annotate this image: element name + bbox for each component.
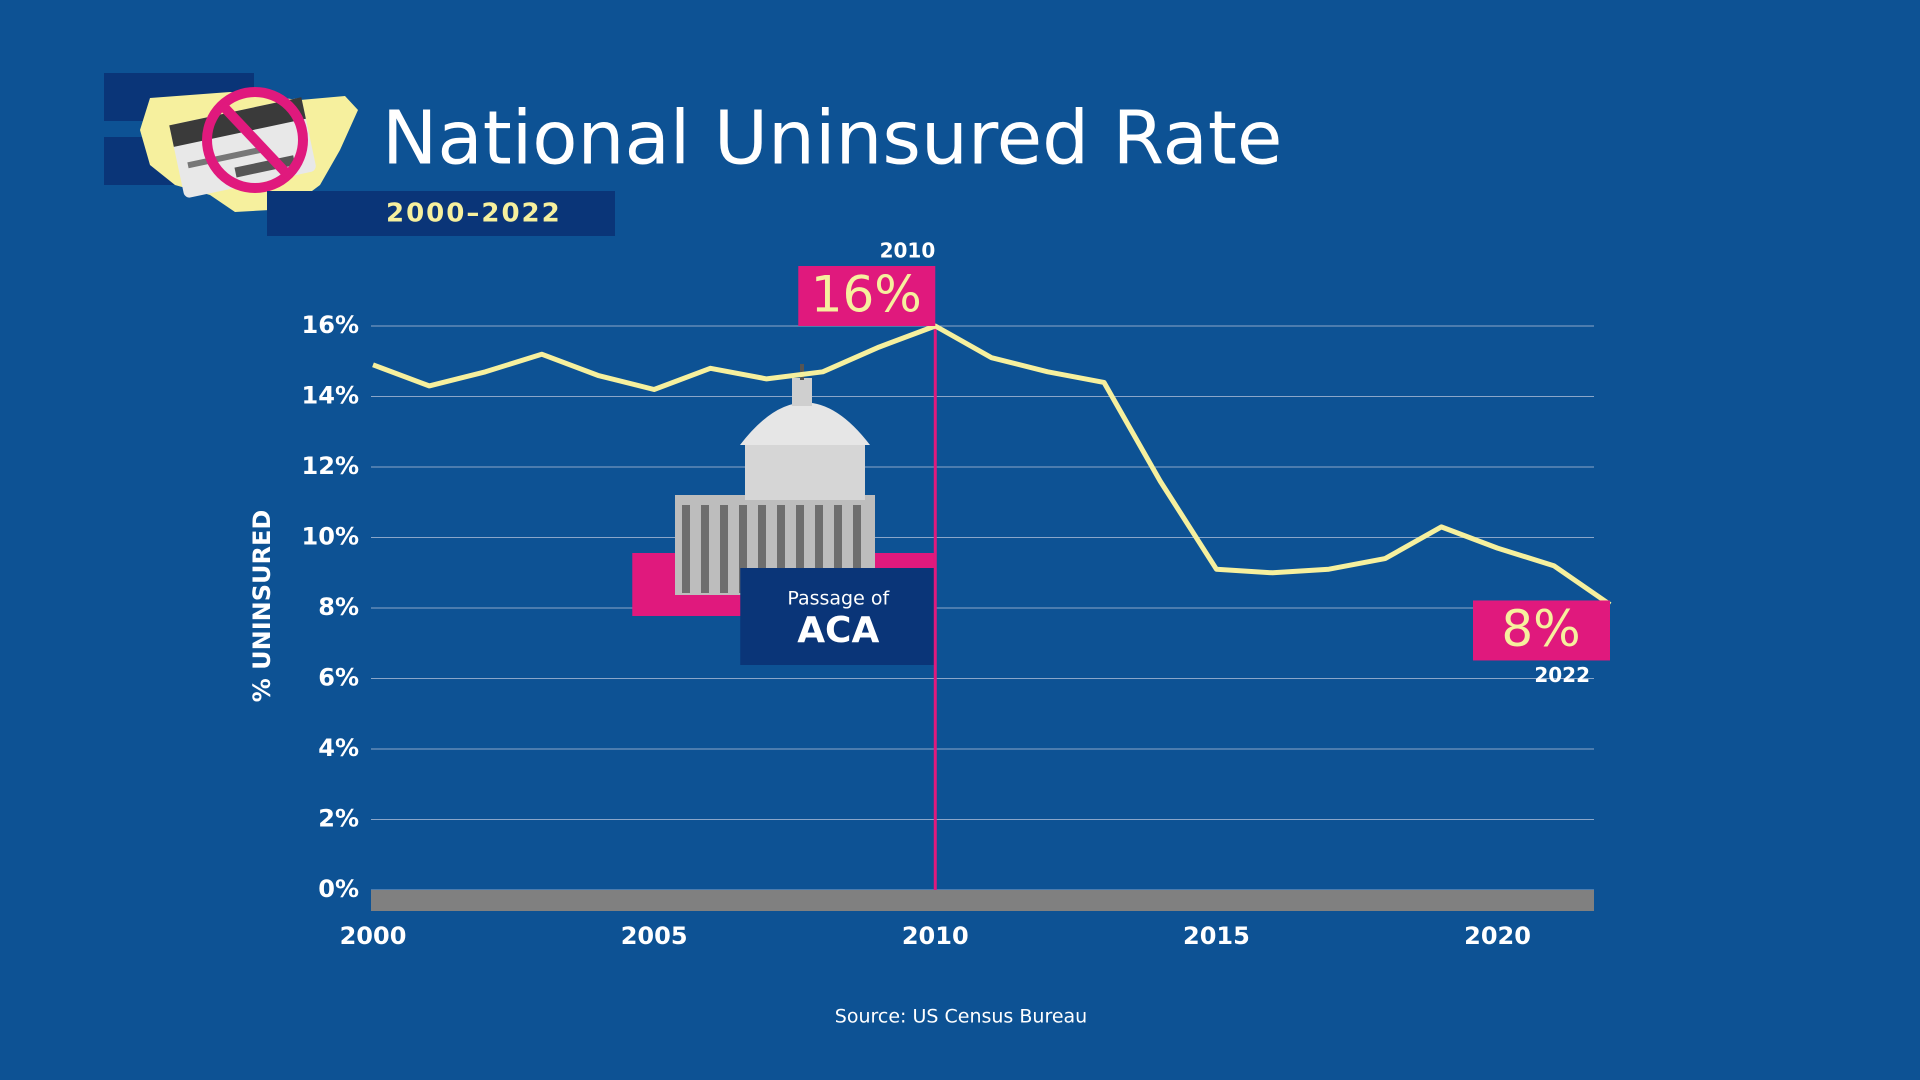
capitol-column (720, 505, 728, 593)
y-tick-label: 10% (302, 523, 359, 551)
capitol-column (701, 505, 709, 593)
point-year-label: 2010 (880, 239, 936, 263)
capitol-column (853, 505, 861, 593)
event-box (740, 568, 936, 665)
capitol-lantern (792, 378, 812, 406)
event-sublabel: ACA (797, 610, 879, 651)
capitol-drum (745, 440, 865, 500)
value-label: 16% (811, 266, 922, 324)
capitol-icon (675, 364, 875, 595)
capitol-column (777, 505, 785, 593)
x-tick-label: 2020 (1464, 922, 1531, 950)
capitol-dome (740, 402, 870, 445)
value-label: 8% (1501, 600, 1580, 658)
capitol-column (815, 505, 823, 593)
y-tick-label: 12% (302, 452, 359, 480)
y-tick-label: 8% (318, 593, 359, 621)
y-tick-label: 14% (302, 382, 359, 410)
title: National Uninsured Rate (382, 96, 1282, 182)
value-label-box (1473, 600, 1610, 661)
data-line (372, 323, 1612, 607)
y-tick-label: 0% (318, 875, 359, 903)
capitol-column (739, 505, 747, 593)
y-tick-label: 2% (318, 805, 359, 833)
x-tick-label: 2015 (1183, 922, 1250, 950)
y-tick-label: 16% (302, 311, 359, 339)
point-year-label: 2022 (1534, 663, 1590, 687)
x-axis-base (371, 890, 1594, 911)
subtitle: 2000–2022 (386, 199, 562, 229)
source: Source: US Census Bureau (835, 1006, 1087, 1028)
event-label: Passage of (787, 588, 890, 610)
capitol-column (682, 505, 690, 593)
y-tick-label: 6% (318, 664, 359, 692)
x-tick-label: 2010 (902, 922, 969, 950)
y-axis-label: % UNINSURED (248, 510, 276, 703)
capitol-column (758, 505, 766, 593)
subtitle-box (267, 191, 615, 236)
x-tick-label: 2000 (340, 922, 407, 950)
value-label-box (798, 266, 936, 326)
x-tick-label: 2005 (621, 922, 688, 950)
capitol-column (796, 505, 804, 593)
y-tick-label: 4% (318, 734, 359, 762)
capitol-column (834, 505, 842, 593)
